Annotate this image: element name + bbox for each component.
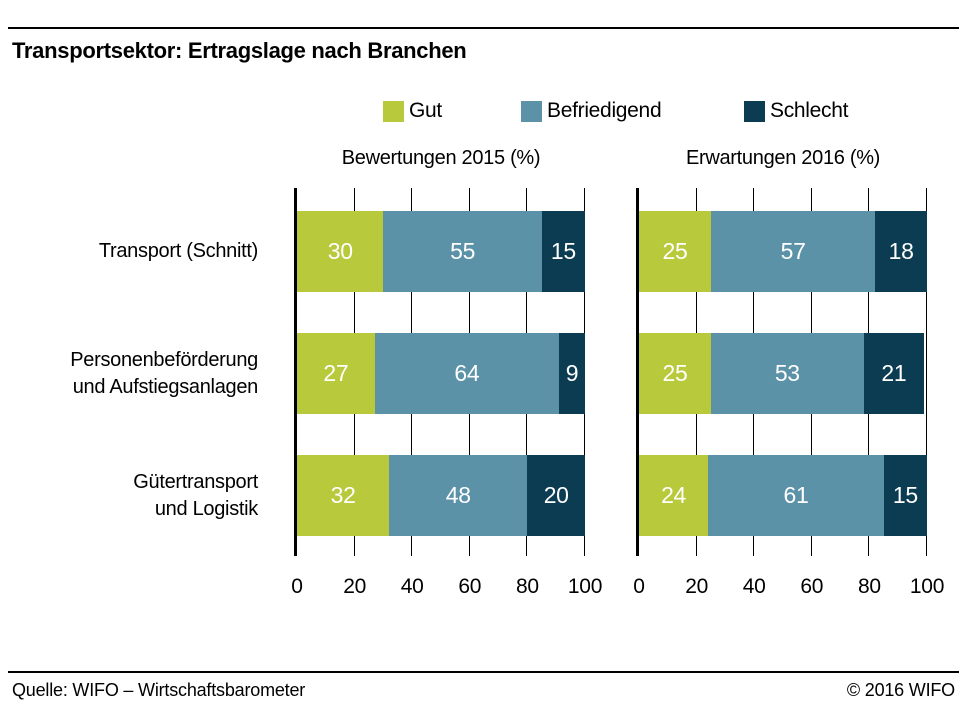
- bar-segment-gut: 24: [639, 455, 709, 536]
- bar-value-label: 30: [327, 238, 353, 264]
- bar-segment-gut: 27: [297, 333, 375, 414]
- legend-label: Schlecht: [770, 99, 849, 122]
- bar-segment-befriedigend: 61: [708, 455, 884, 536]
- category-label-line: und Logistik: [154, 497, 258, 520]
- bar-value-label: 55: [450, 238, 476, 264]
- category-label: Gütertransport und Logistik: [10, 455, 258, 536]
- legend-label: Gut: [409, 99, 442, 122]
- bar-value-label: 9: [565, 360, 579, 386]
- category-label-line: Transport (Schnitt): [98, 240, 258, 262]
- x-tick-label: 80: [858, 575, 881, 598]
- bar-value-label: 20: [543, 482, 569, 508]
- x-tick-label: 0: [633, 575, 645, 598]
- stacked-bar: 30 55 15: [297, 211, 585, 292]
- legend-swatch-icon: [521, 100, 542, 122]
- legend-swatch-icon: [383, 100, 404, 122]
- bar-value-label: 25: [662, 238, 688, 264]
- bar-segment-schlecht: 18: [875, 211, 927, 292]
- bar-value-label: 27: [323, 360, 349, 386]
- stacked-bar: 27 64 9: [297, 333, 585, 414]
- gridline: [926, 188, 927, 556]
- bar-value-label: 24: [661, 482, 687, 508]
- bar-value-label: 53: [774, 360, 800, 386]
- bar-segment-gut: 32: [297, 455, 390, 536]
- category-label-line: Gütertransport: [133, 470, 258, 493]
- chart-panel-2016: 25 57 18 25 53 21 24 61 15: [636, 188, 927, 556]
- copyright-note: © 2016 WIFO: [846, 680, 955, 700]
- y-axis-line: [636, 188, 639, 556]
- legend-item-befriedigend: Befriedigend: [521, 99, 662, 123]
- x-tick-label: 80: [516, 575, 539, 598]
- bar-value-label: 18: [888, 238, 914, 264]
- bar-segment-gut: 25: [639, 333, 711, 414]
- panel-title-erwartungen-2016: Erwartungen 2016 (%): [685, 147, 881, 169]
- bar-value-label: 57: [780, 238, 806, 264]
- legend-label: Befriedigend: [547, 99, 662, 122]
- bar-segment-gut: 30: [297, 211, 384, 292]
- bar-segment-befriedigend: 53: [711, 333, 864, 414]
- x-tick-label: 60: [800, 575, 824, 598]
- x-axis-2016: 0 20 40 60 80 100: [633, 575, 944, 601]
- bar-segment-schlecht: 21: [863, 333, 925, 414]
- x-tick-label: 40: [742, 575, 766, 598]
- x-tick-label: 60: [458, 575, 482, 598]
- stacked-bar: 24 61 15: [639, 455, 927, 536]
- bar-value-label: 15: [550, 238, 576, 264]
- panel-title-bewertungen-2015: Bewertungen 2015 (%): [341, 147, 541, 169]
- bar-value-label: 21: [881, 360, 907, 386]
- stacked-bar: 25 57 18: [639, 211, 927, 292]
- bar-segment-befriedigend: 64: [374, 333, 560, 414]
- page-title: Transportsektor: Ertragslage nach Branch…: [12, 38, 467, 63]
- x-tick-label: 20: [343, 575, 366, 598]
- x-tick-label: 20: [685, 575, 708, 598]
- category-labels: Transport (Schnitt) Personenbeförderung un…: [10, 188, 258, 556]
- stacked-bar: 25 53 21: [639, 333, 927, 414]
- source-note: Quelle: WIFO – Wirtschaftsbarometer: [12, 680, 306, 700]
- x-tick-label: 40: [400, 575, 424, 598]
- bar-value-label: 48: [445, 482, 471, 508]
- legend-swatch-icon: [744, 100, 765, 122]
- x-axis-2015: 0 20 40 60 80 100: [291, 575, 602, 601]
- bar-segment-befriedigend: 57: [711, 211, 876, 292]
- stacked-bar: 32 48 20: [297, 455, 585, 536]
- category-label-line: und Aufstiegsanlagen: [72, 375, 259, 398]
- category-label: Transport (Schnitt): [10, 211, 258, 292]
- legend-item-schlecht: Schlecht: [744, 99, 848, 123]
- bottom-rule: [8, 671, 959, 673]
- x-tick-label: 100: [567, 575, 603, 598]
- bar-value-label: 15: [892, 482, 918, 508]
- x-tick-label: 100: [909, 575, 945, 598]
- bar-value-label: 64: [454, 360, 480, 386]
- top-rule: [8, 27, 959, 29]
- bar-value-label: 32: [330, 482, 356, 508]
- legend-item-gut: Gut: [383, 99, 442, 123]
- bar-value-label: 25: [662, 360, 688, 386]
- x-tick-label: 0: [291, 575, 303, 598]
- chart-panel-2015: 30 55 15 27 64 9 32 48 20: [294, 188, 585, 556]
- bar-segment-befriedigend: 55: [383, 211, 542, 292]
- bar-segment-schlecht: 15: [883, 455, 927, 536]
- y-axis-line: [294, 188, 297, 556]
- category-label: Personenbeförderung und Aufstiegsanlagen: [10, 333, 258, 414]
- bar-segment-gut: 25: [639, 211, 711, 292]
- bar-segment-schlecht: 9: [559, 333, 585, 414]
- category-label-line: Personenbeförderung: [70, 348, 258, 371]
- bar-segment-befriedigend: 48: [389, 455, 528, 536]
- bar-segment-schlecht: 20: [527, 455, 585, 536]
- bar-value-label: 61: [783, 482, 809, 508]
- bar-segment-schlecht: 15: [541, 211, 585, 292]
